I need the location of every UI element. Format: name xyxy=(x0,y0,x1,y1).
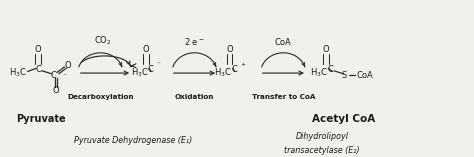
Text: CO$_2$: CO$_2$ xyxy=(94,34,111,47)
Text: +: + xyxy=(240,62,246,67)
Text: Acetyl CoA: Acetyl CoA xyxy=(312,114,375,124)
Text: C: C xyxy=(51,71,56,80)
Text: H$_3$C: H$_3$C xyxy=(131,67,148,79)
Text: C: C xyxy=(231,65,237,74)
Text: Transfer to CoA: Transfer to CoA xyxy=(252,94,315,100)
Text: Decarboxylation: Decarboxylation xyxy=(67,94,134,100)
Text: O: O xyxy=(35,45,41,54)
Text: O: O xyxy=(53,87,59,95)
Text: H$_3$C: H$_3$C xyxy=(214,67,232,79)
Text: CoA: CoA xyxy=(275,38,292,47)
Text: ⁻: ⁻ xyxy=(156,62,160,68)
Text: O: O xyxy=(226,45,233,54)
Text: O: O xyxy=(143,45,149,54)
Text: transacetylase (E₂): transacetylase (E₂) xyxy=(284,146,360,155)
Text: H$_3$C: H$_3$C xyxy=(9,67,27,79)
Text: ⁻: ⁻ xyxy=(62,72,66,81)
Text: C: C xyxy=(147,65,154,74)
Text: O: O xyxy=(322,45,329,54)
Text: C: C xyxy=(327,65,333,74)
Text: S: S xyxy=(342,71,347,80)
Text: O: O xyxy=(64,61,71,70)
Text: Dihydrolipoyl: Dihydrolipoyl xyxy=(296,132,348,141)
Text: Oxidation: Oxidation xyxy=(175,94,214,100)
Text: CoA: CoA xyxy=(356,71,374,80)
Text: 2 e$^-$: 2 e$^-$ xyxy=(184,36,205,47)
Text: Pyruvate Dehydrogenase (E₁): Pyruvate Dehydrogenase (E₁) xyxy=(74,136,192,145)
Text: H$_3$C: H$_3$C xyxy=(310,67,328,79)
Text: C: C xyxy=(35,65,41,74)
Text: Pyruvate: Pyruvate xyxy=(16,114,66,124)
